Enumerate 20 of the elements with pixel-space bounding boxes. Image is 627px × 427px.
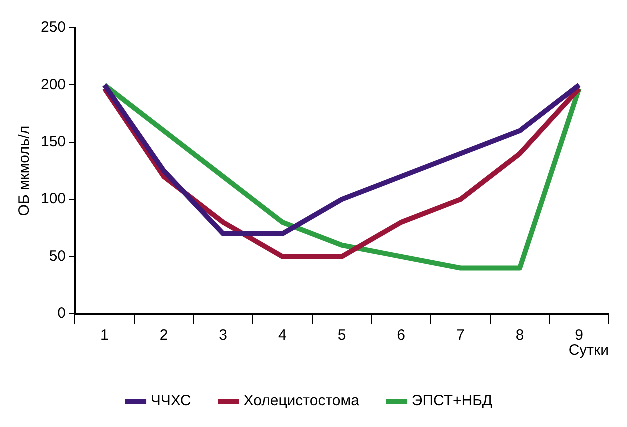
x-tick-label: 7 — [456, 327, 465, 344]
x-tick-label: 6 — [397, 327, 406, 344]
x-tick-label: 9 — [575, 327, 584, 344]
x-axis-title: Сутки — [568, 342, 609, 360]
legend-label: ЭПСТ+НБД — [412, 392, 493, 410]
x-tick-label: 8 — [516, 327, 524, 344]
legend-label: ЧЧХС — [150, 392, 192, 410]
y-axis-title: ОБ мкмоль/л — [16, 126, 34, 216]
y-tick-label: 200 — [40, 76, 66, 94]
y-tick-label: 250 — [40, 19, 66, 36]
x-tick-label: 2 — [160, 327, 168, 344]
x-tick-label: 5 — [338, 327, 346, 344]
y-tick-label: 50 — [49, 248, 66, 265]
x-tick-label: 4 — [278, 327, 287, 344]
y-tick-label: 0 — [58, 305, 66, 322]
y-tick-label: 100 — [40, 190, 66, 208]
x-tick-label: 1 — [100, 327, 109, 344]
x-tick-label: 3 — [219, 327, 228, 344]
legend-label: Холецистостома — [244, 392, 360, 410]
y-tick-label: 150 — [40, 134, 66, 151]
